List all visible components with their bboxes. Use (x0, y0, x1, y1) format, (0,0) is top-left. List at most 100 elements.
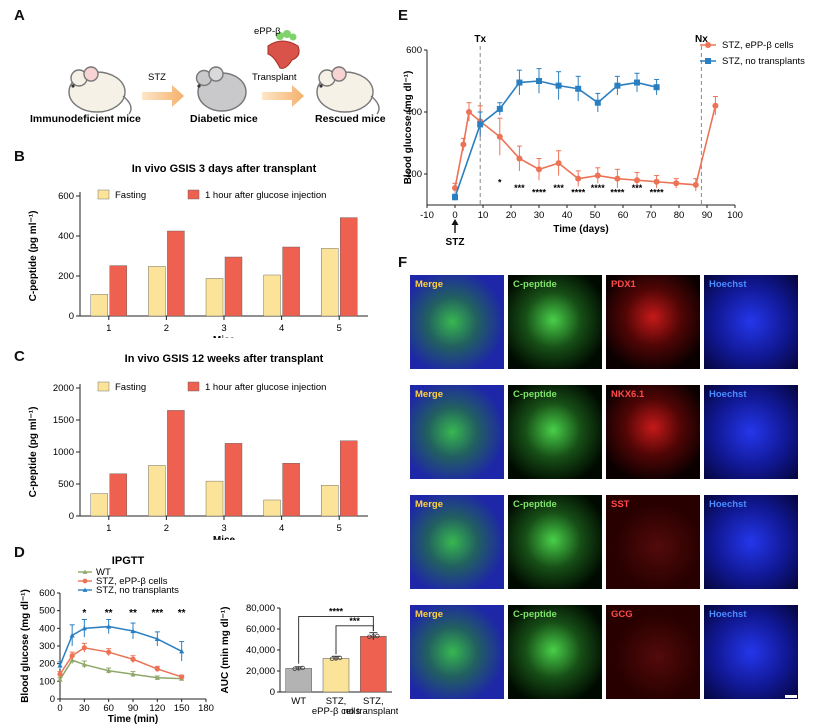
significance-mark: *** (632, 183, 643, 193)
y-tick-label: 0 (69, 511, 74, 522)
x-tick-label: 70 (646, 210, 657, 221)
tile-label: Hoechst (709, 279, 747, 290)
significance-mark: *** (553, 183, 564, 193)
y-tick-label: 0 (50, 694, 55, 705)
data-point (130, 656, 136, 662)
tile-label: C-peptide (513, 279, 557, 290)
x-tick-label: 30 (79, 703, 90, 714)
bar (109, 473, 128, 517)
x-tick-label: 120 (149, 703, 165, 714)
data-point (82, 578, 88, 584)
significance-mark: * (498, 178, 502, 188)
tile-label: Hoechst (709, 499, 747, 510)
arrow-eppb-label: ePP-β (254, 26, 281, 37)
chart-title: In vivo GSIS 3 days after transplant (132, 163, 317, 175)
data-point (69, 632, 75, 638)
data-point (106, 649, 112, 655)
chart-d-ipgtt: IPGTT 0 100 200 300 400 500 600 0 30 60 90 120 150 180… (20, 555, 214, 725)
bar (167, 410, 185, 517)
x-tick-label: 180 (198, 703, 214, 714)
bar (148, 266, 166, 317)
legend-label: STZ, no transplants (722, 56, 805, 67)
bar (148, 465, 166, 517)
legend-swatch (97, 381, 110, 392)
mouse-icon (68, 66, 132, 115)
y-tick-label: 2000 (53, 383, 74, 394)
data-point (81, 661, 87, 667)
data-point (653, 178, 660, 185)
data-point (712, 102, 719, 109)
x-tick-label: 50 (590, 210, 601, 221)
bar (109, 265, 128, 317)
y-tick-label: 400 (39, 623, 55, 634)
panel-label-f: F (398, 254, 408, 271)
data-point (375, 633, 380, 639)
x-tick-label: 90 (702, 210, 713, 221)
data-point (653, 84, 660, 91)
bar (263, 499, 281, 517)
bar (205, 480, 224, 517)
microscopy-tile: C-peptide (508, 495, 602, 589)
vertical-marker-label: Tx (474, 34, 486, 45)
data-point (496, 133, 503, 140)
x-tick-label: 2 (164, 523, 169, 534)
data-point (57, 676, 63, 682)
chart-title: In vivo GSIS 12 weeks after transplant (125, 353, 324, 365)
scale-bar (785, 695, 797, 698)
data-point (292, 666, 297, 671)
stz-label: STZ (446, 237, 465, 248)
microscopy-tile: Merge (410, 385, 504, 479)
bar (90, 294, 109, 317)
chart-title: IPGTT (112, 555, 145, 567)
y-tick-label: 600 (406, 45, 422, 56)
data-point (154, 675, 160, 680)
tile-label: Merge (415, 279, 443, 290)
data-point (81, 625, 87, 631)
legend-label: Fasting (115, 382, 146, 393)
data-point (594, 99, 601, 106)
microscopy-tile: GCG (606, 605, 700, 699)
x-tick-label: 20 (506, 210, 517, 221)
data-point (81, 645, 87, 651)
x-tick-label: 90 (128, 703, 139, 714)
significance-mark: **** (571, 188, 586, 198)
y-tick-label: 200 (39, 659, 55, 670)
panel-label-a: A (14, 7, 25, 24)
y-tick-label: 40,000 (246, 645, 275, 656)
bar (340, 440, 358, 517)
x-tick-label: 40 (562, 210, 573, 221)
tile-label: Merge (415, 609, 443, 620)
microscopy-tile: C-peptide (508, 385, 602, 479)
legend-label: STZ, ePP-β cells (96, 576, 168, 587)
x-tick-label: no transplants (343, 706, 398, 717)
data-point (130, 628, 136, 634)
step-label-immunodeficient: Immunodeficient mice (30, 113, 141, 125)
significance-mark: **** (610, 188, 625, 198)
y-axis-label: AUC (min mg dl⁻¹) (220, 607, 231, 694)
tile-label: NKX6.1 (611, 389, 645, 400)
panel-a-schematic: STZ ePP-β Transplant Immunodeficient mic… (30, 26, 386, 125)
x-tick-label: 5 (337, 323, 342, 334)
mouse-icon (195, 66, 247, 112)
data-point (329, 656, 335, 662)
legend-swatch (187, 381, 200, 392)
data-point (82, 569, 88, 574)
y-axis-label: Blood glucose (mg dl⁻¹) (403, 71, 414, 185)
bar (263, 274, 281, 317)
data-point (692, 181, 699, 188)
data-point (300, 665, 305, 671)
data-point (516, 155, 523, 162)
significance-mark: ** (178, 608, 186, 619)
step-label-diabetic: Diabetic mice (190, 113, 258, 125)
bar (340, 217, 358, 317)
tile-label: Merge (415, 499, 443, 510)
y-tick-label: 500 (58, 479, 74, 490)
x-tick-label: ePP-β cells (312, 706, 360, 717)
chart-b-gsis-3-days: In vivo GSIS 3 days after transplant 0 200… (28, 163, 368, 338)
data-point (106, 623, 112, 629)
legend-swatch (97, 189, 110, 200)
x-tick-label: STZ, (363, 696, 384, 707)
series-line (59, 659, 182, 680)
data-point (82, 587, 88, 592)
data-point (634, 177, 640, 184)
